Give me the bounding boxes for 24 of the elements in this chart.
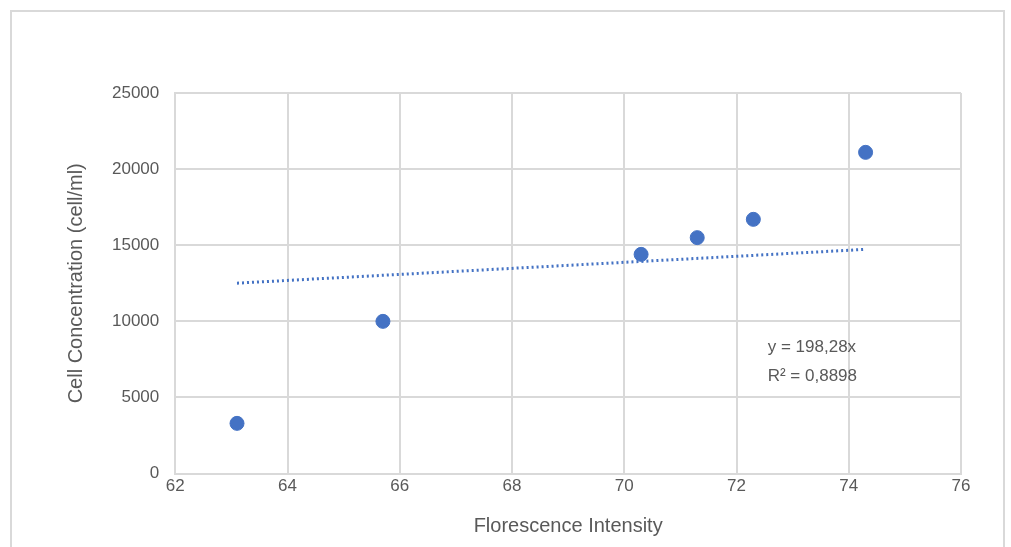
- y-tick-label: 25000: [111, 82, 160, 102]
- point: [229, 415, 245, 431]
- y-axis-title: Cell Concentration (cell/ml): [63, 163, 86, 404]
- x-tick-label: 62: [165, 476, 185, 496]
- x-tick-label: 66: [390, 476, 410, 496]
- x-tick-label: 74: [839, 476, 859, 496]
- point: [858, 144, 874, 160]
- y-tick-label: 0: [149, 463, 160, 483]
- annotation: R² = 0,8898: [767, 365, 858, 385]
- annotation: y = 198,28x: [767, 336, 857, 356]
- x-tick-label: 64: [278, 476, 297, 496]
- point: [375, 313, 391, 329]
- x-tick-label: 68: [502, 476, 522, 496]
- x-tick-label: 70: [614, 476, 634, 496]
- y-tick-label: 10000: [111, 311, 160, 331]
- point: [689, 230, 705, 246]
- x-tick-label: 76: [951, 476, 971, 496]
- y-tick-label: 15000: [111, 234, 160, 254]
- point: [633, 246, 649, 262]
- x-tick-label: 72: [727, 476, 746, 496]
- point: [745, 211, 761, 227]
- y-tick-label: 20000: [111, 158, 160, 178]
- x-axis-title: Florescence Intensity: [473, 513, 663, 536]
- y-tick-label: 5000: [121, 387, 160, 407]
